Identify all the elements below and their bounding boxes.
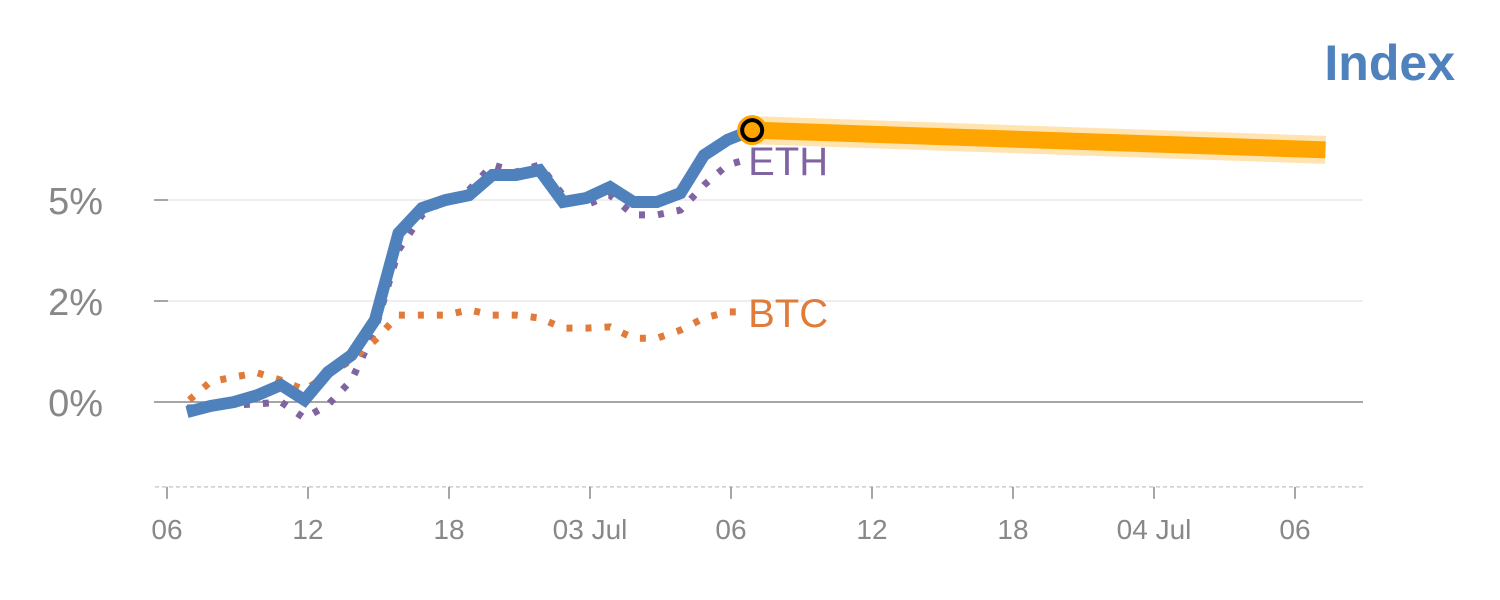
x-tick-label: 06 [1279, 514, 1310, 545]
x-tick-label: 12 [292, 514, 323, 545]
y-tick-label: 2% [48, 282, 103, 324]
index-endpoint-marker [740, 118, 765, 143]
index-series-line [185, 124, 755, 418]
x-tick-label: 12 [856, 514, 887, 545]
x-tick-label: 06 [715, 514, 746, 545]
x-tick-label: 04 Jul [1117, 514, 1192, 545]
x-tick-label: 18 [997, 514, 1028, 545]
y-tick-label: 5% [48, 181, 103, 223]
eth-series-label: ETH [748, 140, 828, 184]
btc-series-label: BTC [748, 292, 828, 336]
chart-title: Index [1324, 35, 1455, 91]
x-tick-label: 03 Jul [553, 514, 628, 545]
x-tick-label: 06 [151, 514, 182, 545]
x-tick-label: 18 [433, 514, 464, 545]
y-tick-label: 0% [48, 383, 103, 425]
forecast-line [751, 121, 1326, 159]
